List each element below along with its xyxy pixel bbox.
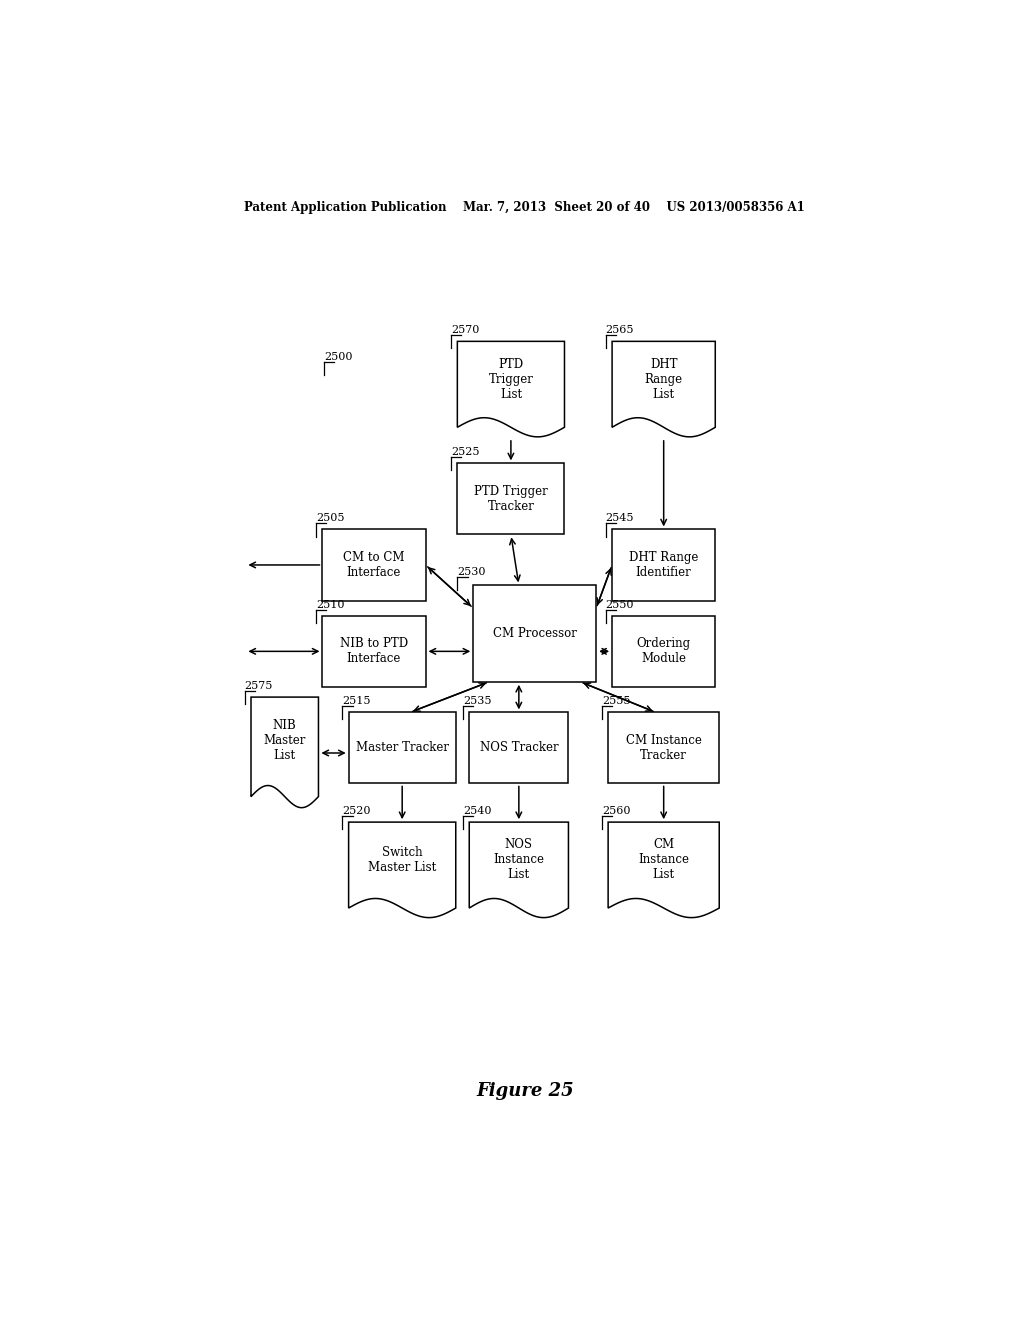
- Polygon shape: [612, 342, 715, 437]
- Text: Master Tracker: Master Tracker: [355, 742, 449, 755]
- Bar: [348, 822, 456, 898]
- Text: CM
Instance
List: CM Instance List: [638, 838, 689, 882]
- Bar: [458, 342, 564, 417]
- Text: NOS Tracker: NOS Tracker: [479, 742, 558, 755]
- Bar: [473, 585, 596, 682]
- Bar: [612, 529, 715, 601]
- Text: NOS
Instance
List: NOS Instance List: [494, 838, 545, 882]
- Text: 2555: 2555: [602, 696, 631, 706]
- Text: CM to CM
Interface: CM to CM Interface: [343, 550, 404, 579]
- Bar: [469, 713, 568, 784]
- Text: Ordering
Module: Ordering Module: [637, 638, 691, 665]
- Text: Patent Application Publication    Mar. 7, 2013  Sheet 20 of 40    US 2013/005835: Patent Application Publication Mar. 7, 2…: [245, 201, 805, 214]
- Text: 2535: 2535: [463, 696, 492, 706]
- Polygon shape: [348, 822, 456, 917]
- Bar: [323, 529, 426, 601]
- Text: 2540: 2540: [463, 807, 492, 816]
- Text: 2515: 2515: [342, 696, 371, 706]
- Text: CM Processor: CM Processor: [493, 627, 577, 640]
- Polygon shape: [251, 697, 318, 808]
- Text: 2530: 2530: [458, 568, 485, 577]
- Text: 2570: 2570: [451, 325, 479, 335]
- Bar: [612, 342, 715, 417]
- Text: PTD Trigger
Tracker: PTD Trigger Tracker: [474, 484, 548, 513]
- Polygon shape: [469, 822, 568, 917]
- Text: 2525: 2525: [451, 447, 479, 457]
- Text: 2560: 2560: [602, 807, 631, 816]
- Text: 2565: 2565: [606, 325, 634, 335]
- Text: PTD
Trigger
List: PTD Trigger List: [488, 358, 534, 400]
- Text: DHT Range
Identifier: DHT Range Identifier: [629, 550, 698, 579]
- Text: NIB
Master
List: NIB Master List: [263, 719, 306, 762]
- Text: NIB to PTD
Interface: NIB to PTD Interface: [340, 638, 409, 665]
- Text: 2505: 2505: [316, 513, 345, 523]
- Text: 2500: 2500: [324, 351, 352, 362]
- Bar: [469, 822, 568, 898]
- Text: Figure 25: Figure 25: [476, 1082, 573, 1101]
- Polygon shape: [458, 342, 564, 437]
- Text: CM Instance
Tracker: CM Instance Tracker: [626, 734, 701, 762]
- Text: 2550: 2550: [606, 599, 634, 610]
- Bar: [612, 615, 715, 686]
- Polygon shape: [608, 822, 719, 917]
- Text: 2520: 2520: [342, 807, 371, 816]
- Bar: [608, 822, 719, 898]
- Bar: [323, 615, 426, 686]
- Text: 2510: 2510: [316, 599, 345, 610]
- Text: 2545: 2545: [606, 513, 634, 523]
- Bar: [608, 713, 719, 784]
- Bar: [458, 463, 564, 535]
- Text: DHT
Range
List: DHT Range List: [645, 358, 683, 400]
- Text: Switch
Master List: Switch Master List: [368, 846, 436, 874]
- Bar: [348, 713, 456, 784]
- Text: 2575: 2575: [245, 681, 273, 690]
- Bar: [251, 697, 318, 784]
